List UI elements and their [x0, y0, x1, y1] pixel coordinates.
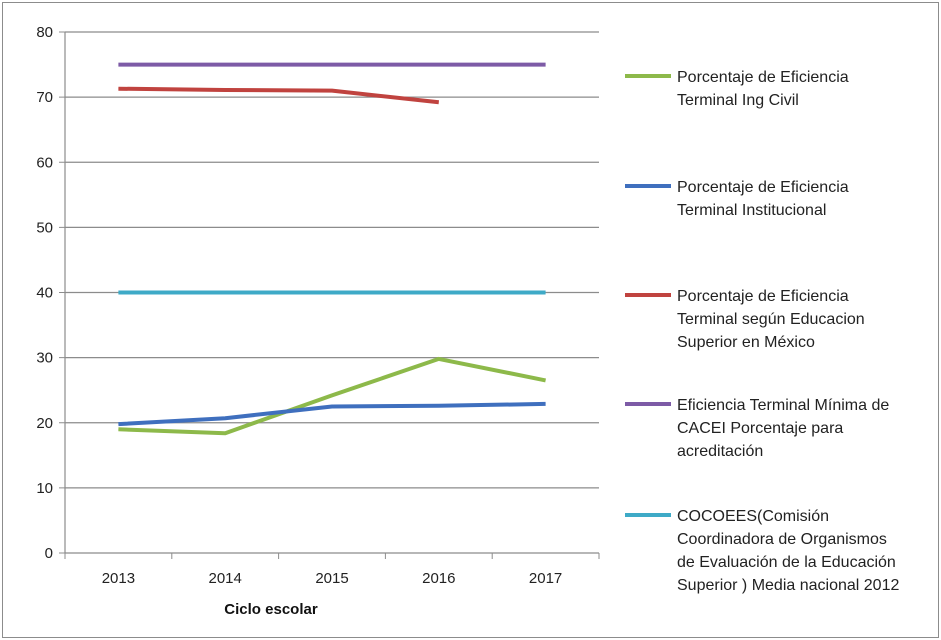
y-tick-label: 40	[36, 285, 53, 302]
series-line-2	[118, 86, 440, 105]
y-tick-label: 10	[36, 480, 53, 497]
legend-label: Superior ) Media nacional 2012	[677, 577, 899, 594]
y-tick-label: 50	[36, 219, 53, 236]
legend-label: Superior en México	[677, 334, 815, 351]
y-tick-label: 30	[36, 350, 53, 367]
series-lines	[118, 62, 546, 436]
legend-label: Porcentaje de Eficiencia	[677, 288, 849, 305]
y-tick-label: 60	[36, 154, 53, 171]
legend-label: Terminal según Educacion	[677, 311, 865, 328]
legend-label: Terminal Ing Civil	[677, 92, 799, 109]
legend-entry-4: COCOEES(Comisión Coordinadora de Organism…	[625, 508, 899, 594]
legend-label: Eficiencia Terminal Mínima de	[677, 397, 889, 414]
x-tick-label-2013: 2013	[102, 570, 135, 587]
gridlines	[65, 31, 599, 489]
y-tick-label: 70	[36, 89, 53, 106]
legend-label: Porcentaje de Eficiencia	[677, 179, 849, 196]
legend-entry-1: Porcentaje de Eficiencia Terminal Institu…	[625, 179, 849, 219]
legend-label: Terminal Institucional	[677, 202, 826, 219]
y-tick-label: 80	[36, 24, 53, 41]
legend-entry-2: Porcentaje de Eficiencia Terminal según E…	[625, 288, 865, 351]
line-chart: 0 10 20 30 40 50 60 70 80 2013 2014 2015 2016 2017 P…	[36, 24, 899, 618]
y-tick-label: 0	[45, 545, 53, 562]
x-tick-label-2014: 2014	[209, 570, 242, 587]
x-tick-label-2016: 2016	[422, 570, 455, 587]
legend-entry-3: Eficiencia Terminal Mínima de CACEI Porce…	[625, 397, 889, 460]
y-tick-label: 20	[36, 415, 53, 432]
legend: Porcentaje de Eficiencia Terminal Ing Civ…	[625, 69, 899, 594]
legend-label: Porcentaje de Eficiencia	[677, 69, 849, 86]
legend-label: COCOEES(Comisión	[677, 508, 829, 525]
x-tick-label-2015: 2015	[315, 570, 348, 587]
legend-label: Coordinadora de Organismos	[677, 531, 887, 548]
legend-label: acreditación	[677, 443, 763, 460]
y-axis-ticks: 0 10 20 30 40 50 60 70 80	[36, 24, 65, 562]
series-line-1	[118, 401, 546, 427]
x-tick-label-2017: 2017	[529, 570, 562, 587]
legend-label: de Evaluación de la Educación	[677, 554, 896, 571]
x-axis-ticks: 2013 2014 2015 2016 2017	[64, 553, 600, 587]
legend-label: CACEI Porcentaje para	[677, 420, 843, 437]
legend-entry-0: Porcentaje de Eficiencia Terminal Ing Civ…	[625, 69, 849, 109]
x-axis-title: Ciclo escolar	[224, 601, 318, 618]
